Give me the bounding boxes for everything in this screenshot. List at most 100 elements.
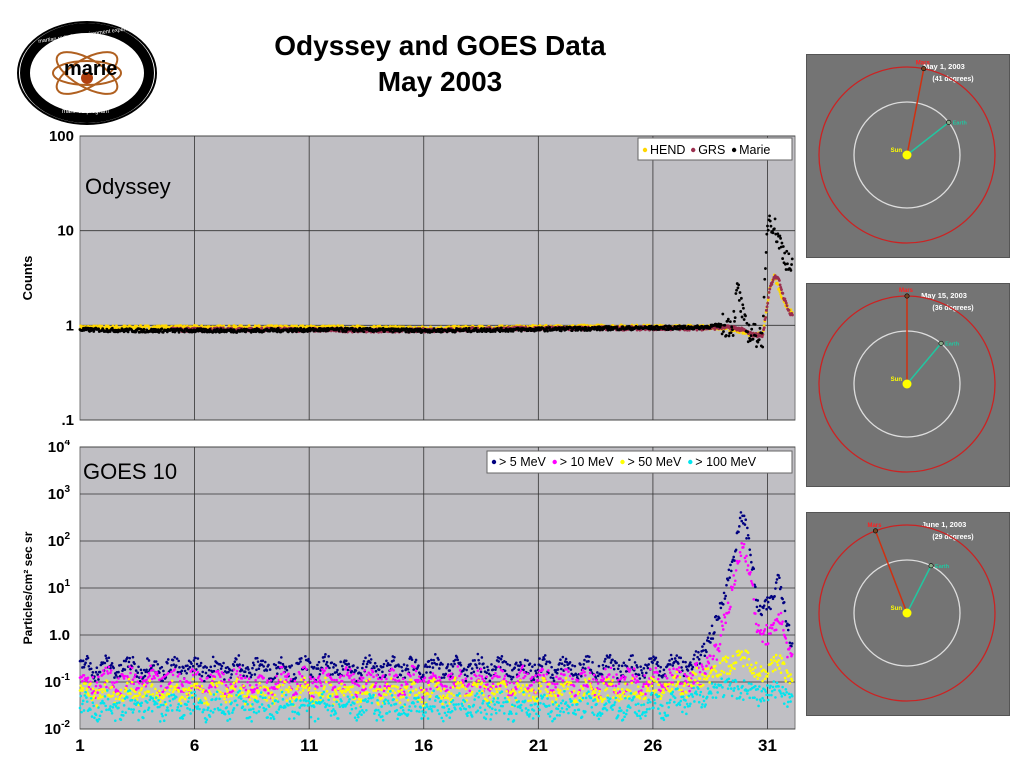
data-point	[115, 680, 119, 684]
data-point	[209, 673, 213, 676]
data-point	[133, 662, 136, 666]
y-tick-exp: 2	[64, 531, 70, 542]
data-point	[334, 664, 338, 667]
data-point	[227, 670, 230, 674]
data-point	[155, 671, 159, 674]
data-point	[203, 702, 206, 705]
data-point	[624, 676, 627, 679]
data-point	[745, 554, 748, 558]
data-point	[307, 657, 310, 661]
data-point	[683, 672, 687, 676]
data-point	[737, 283, 741, 287]
data-point	[458, 674, 461, 678]
y-tick-label: 103	[48, 484, 71, 503]
data-point	[737, 298, 741, 302]
data-point	[746, 564, 750, 567]
legend: HEND GRS Marie	[637, 137, 793, 161]
data-point	[220, 671, 224, 674]
data-point	[431, 672, 435, 675]
data-point	[500, 655, 504, 658]
data-point	[129, 692, 132, 696]
data-point	[156, 674, 160, 678]
data-point	[134, 669, 138, 672]
data-point	[204, 697, 208, 701]
data-point	[788, 646, 792, 650]
data-point	[781, 245, 785, 248]
legend-marker	[691, 147, 696, 153]
data-point	[145, 668, 148, 672]
data-point	[672, 667, 675, 670]
data-point	[211, 655, 215, 659]
data-point	[582, 684, 586, 687]
data-point	[744, 560, 748, 563]
data-point	[434, 674, 437, 678]
data-point	[670, 657, 674, 661]
data-point	[725, 583, 728, 587]
data-point	[120, 694, 124, 697]
data-point	[199, 661, 203, 665]
data-point	[128, 665, 132, 668]
data-point	[677, 666, 681, 669]
data-point	[523, 671, 526, 674]
data-point	[749, 570, 752, 574]
data-point	[158, 671, 161, 674]
data-point	[191, 677, 195, 681]
data-point	[377, 693, 381, 696]
data-point	[378, 685, 382, 688]
data-point	[464, 679, 468, 683]
data-point	[647, 663, 650, 666]
data-point	[776, 283, 780, 286]
data-point	[362, 330, 366, 334]
data-point	[337, 324, 340, 328]
data-point	[480, 656, 484, 659]
data-point	[508, 663, 512, 667]
data-point	[421, 696, 424, 699]
data-point	[113, 681, 116, 684]
data-point	[85, 687, 89, 691]
data-point	[272, 677, 275, 681]
data-point	[654, 656, 658, 660]
data-point	[147, 671, 151, 675]
data-point	[148, 679, 152, 683]
data-point	[762, 295, 766, 299]
data-point	[551, 673, 554, 677]
data-point	[511, 668, 514, 672]
data-point	[222, 672, 225, 676]
data-point	[654, 666, 658, 670]
data-point	[281, 662, 285, 666]
data-point	[684, 679, 687, 683]
data-point	[142, 695, 145, 698]
data-point	[745, 321, 749, 325]
data-point	[235, 672, 238, 676]
data-point	[713, 328, 717, 331]
data-point	[316, 663, 319, 667]
data-point	[778, 234, 782, 238]
data-point	[190, 694, 194, 698]
data-point	[282, 671, 286, 674]
data-point	[531, 675, 534, 679]
data-point	[417, 664, 420, 667]
data-point	[652, 655, 655, 659]
data-point	[269, 678, 273, 682]
data-point	[494, 671, 497, 675]
data-point	[119, 663, 123, 667]
data-point	[111, 324, 115, 328]
data-point	[722, 330, 725, 333]
y-tick-label: 10-2	[44, 719, 70, 738]
data-point	[766, 224, 769, 228]
data-point	[196, 657, 200, 660]
data-point	[767, 290, 771, 294]
x-tick-label: 31	[758, 736, 777, 755]
y-tick-base: 10	[48, 486, 65, 503]
data-point	[511, 675, 515, 679]
data-point	[624, 670, 628, 673]
data-point	[332, 678, 336, 682]
data-point	[768, 287, 772, 291]
data-point	[413, 660, 417, 664]
data-point	[340, 679, 344, 683]
x-tick-label: 26	[643, 736, 662, 755]
y-tick-base: 1.0	[49, 627, 70, 644]
data-point	[522, 668, 525, 672]
data-point	[348, 665, 351, 669]
data-point	[702, 642, 706, 646]
